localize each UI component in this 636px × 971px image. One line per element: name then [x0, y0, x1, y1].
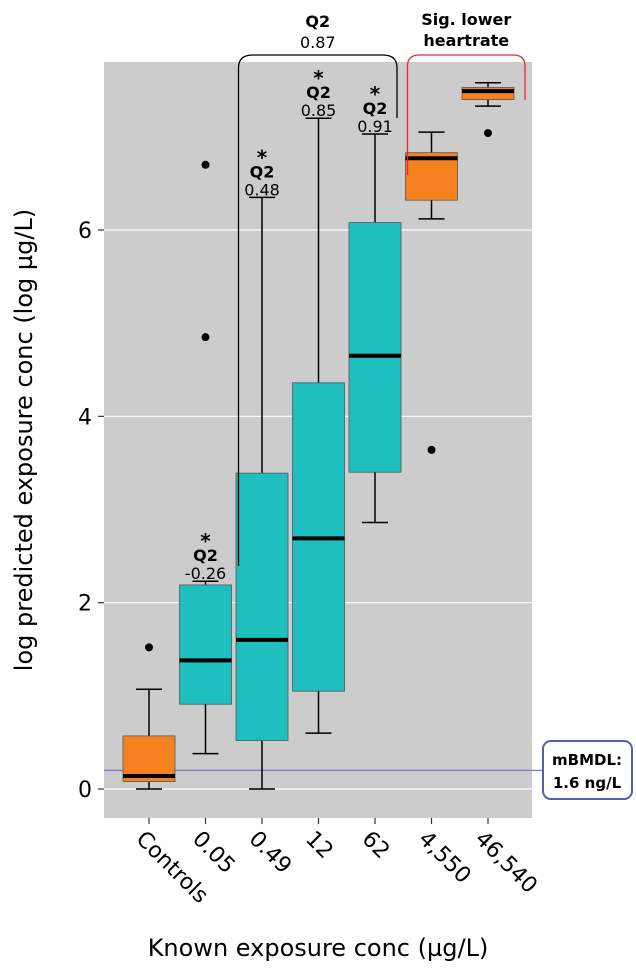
q2-overall-bracket [237, 54, 398, 566]
box-049 [235, 196, 289, 790]
significance-label-line2: heartrate [423, 31, 509, 50]
significance-star: * [257, 145, 268, 169]
y-tick-label: 0 [78, 778, 92, 803]
box-body [405, 152, 458, 201]
outlier-point [145, 643, 153, 652]
box-12 [292, 117, 345, 734]
annotations-group: -0.26Q2*0.48Q2*0.85Q2*0.91Q2*Q20.87Sig. … [185, 10, 526, 583]
box-62 [348, 133, 402, 524]
y-tick-label: 4 [78, 405, 92, 430]
x-tick-label: 4,550 [413, 827, 475, 889]
q2-label: Q2 [363, 99, 388, 118]
significance-star: * [313, 66, 324, 90]
outlier-point [484, 129, 492, 138]
x-tick-label: 0.05 [187, 827, 239, 879]
x-tick-label: 46,540 [470, 827, 542, 899]
outlier-point [427, 445, 436, 454]
box-005 [179, 160, 232, 755]
q2-label: Q2 [193, 546, 218, 565]
box-4550 [405, 131, 458, 454]
box-body [122, 735, 176, 782]
box-Controls [122, 643, 176, 790]
significance-star: * [200, 529, 211, 553]
significance-star: * [370, 82, 381, 106]
mbmdl-label-box [542, 740, 633, 800]
q2-label: Q2 [306, 83, 331, 102]
q2-value-label: 0.85 [301, 101, 337, 120]
box-46540 [461, 82, 515, 138]
q2-overall-value: 0.87 [300, 33, 336, 52]
q2-value-label: -0.26 [185, 564, 226, 583]
q2-overall-label: Q2 [305, 12, 330, 31]
mbmdl-label-line2: 1.6 ng/L [553, 774, 622, 792]
significance-label-line1: Sig. lower [421, 10, 511, 29]
outlier-point [201, 160, 210, 169]
x-tick-label: 12 [300, 827, 337, 864]
box-body [348, 222, 402, 473]
outlier-point [201, 333, 210, 342]
box-body [235, 472, 289, 741]
q2-value-label: 0.48 [244, 180, 280, 199]
x-axis-title: Known exposure conc (µg/L) [148, 934, 489, 962]
significance-bracket [406, 54, 526, 175]
reference-line-group: mBMDL: 1.6 ng/L [104, 740, 633, 800]
q2-value-label: 0.91 [357, 117, 393, 136]
boxes-group [122, 82, 515, 790]
y-axis-ticks: 0 2 4 6 [78, 219, 104, 803]
mbmdl-label-line1: mBMDL: [552, 751, 622, 769]
y-tick-label: 2 [78, 592, 92, 617]
x-tick-label: 62 [357, 827, 394, 864]
box-body [179, 584, 232, 705]
x-tick-label: 0.49 [244, 827, 296, 879]
y-tick-label: 6 [78, 219, 92, 244]
q2-label: Q2 [250, 162, 275, 181]
y-axis-title: log predicted exposure conc (log µg/L) [10, 209, 38, 671]
